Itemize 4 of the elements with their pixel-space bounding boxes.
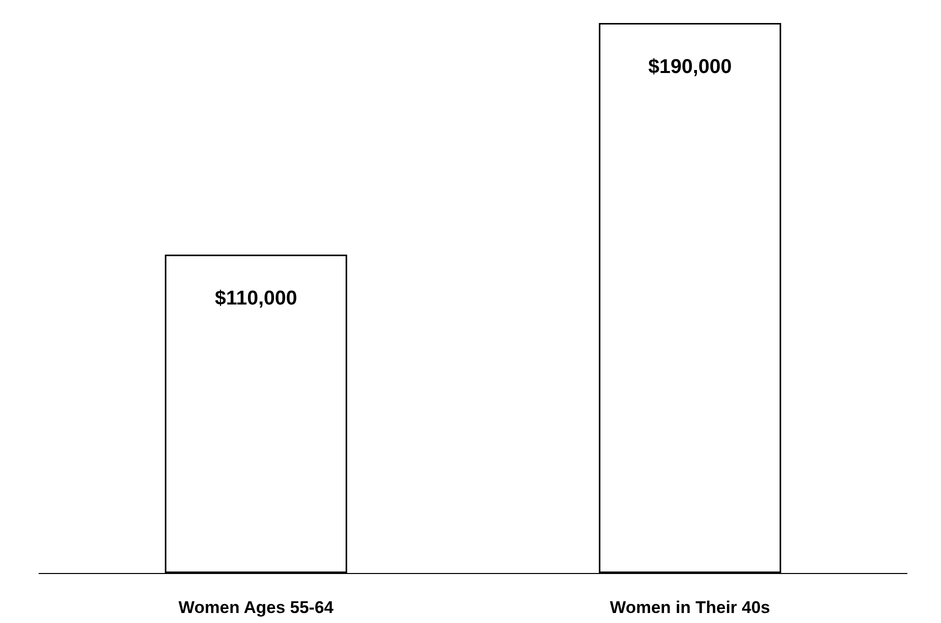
x-tick-label: Women in Their 40s: [610, 598, 770, 617]
data-label: $110,000: [214, 288, 298, 310]
x-tick-label: Women Ages 55-64: [178, 598, 334, 617]
data-label: $190,000: [648, 56, 732, 78]
